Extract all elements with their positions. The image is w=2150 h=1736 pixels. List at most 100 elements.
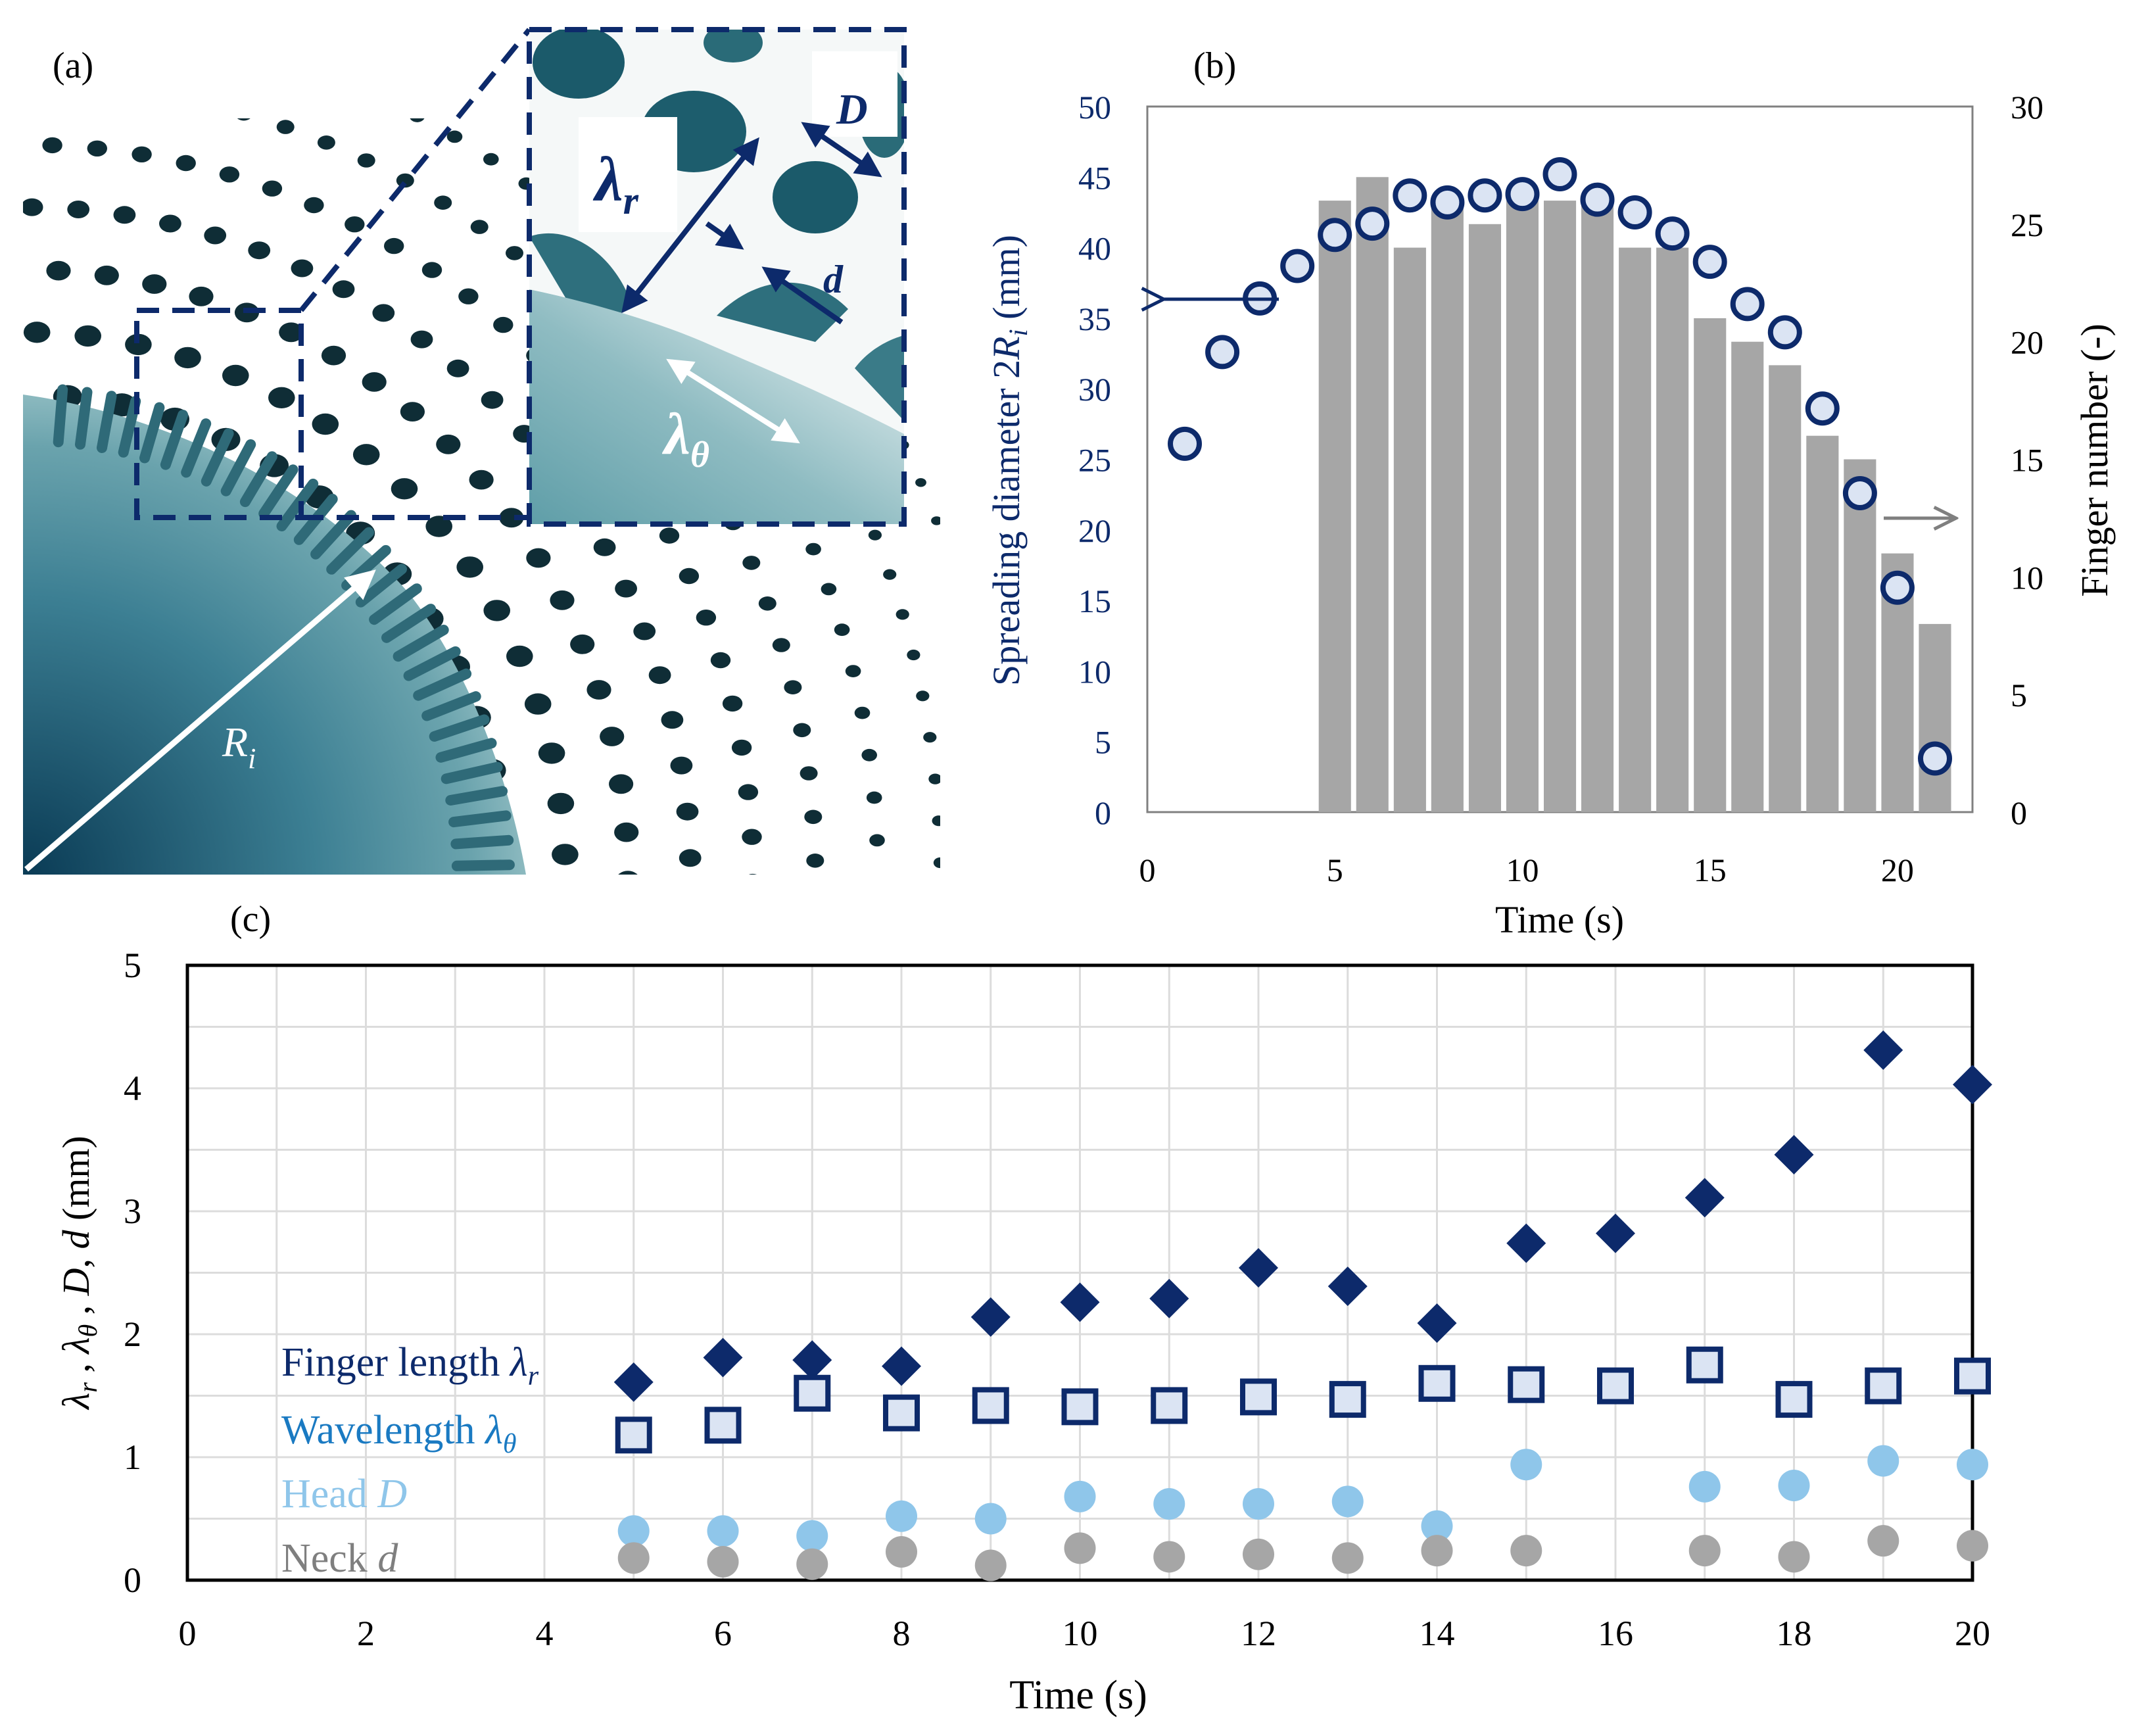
finger-head-dot — [436, 434, 461, 454]
finger — [220, 439, 256, 496]
finger-length-point — [1239, 1248, 1278, 1288]
x-tick-label-b: 5 — [1327, 852, 1343, 888]
finger-number-bar — [1581, 201, 1614, 813]
finger-head-dot — [410, 330, 433, 349]
finger-head-dot — [805, 542, 821, 556]
neck-point — [1421, 1535, 1453, 1567]
head-point — [707, 1515, 739, 1547]
finger-head-dot — [806, 854, 824, 868]
finger — [445, 786, 508, 806]
head-point — [1331, 1485, 1364, 1518]
finger-row — [53, 384, 515, 871]
finger-head-dot — [82, 16, 98, 29]
zoom-inset: λr D d λθ — [527, 27, 907, 527]
finger-number-bar — [1393, 247, 1426, 813]
x-axis-label-c: Time (s) — [1009, 1673, 1147, 1718]
neck-arrow-right — [761, 266, 844, 325]
neck-point — [886, 1535, 917, 1568]
y-tick-label-left: 0 — [1095, 794, 1111, 831]
head-point — [1867, 1445, 1899, 1477]
finger-head-dot — [586, 680, 611, 700]
finger-head-dot — [237, 118, 251, 121]
y-tick-label-c: 4 — [124, 1069, 141, 1108]
finger-head-dot — [352, 444, 380, 466]
neck-arrow-left — [705, 221, 744, 250]
finger-head-dot — [870, 877, 886, 890]
finger-head-dot — [400, 402, 425, 422]
finger-head-dot — [306, 0, 320, 10]
finger-head-dot — [291, 259, 314, 277]
x-tick-label-c: 0 — [179, 1614, 197, 1653]
finger-head-dot — [189, 286, 214, 306]
finger-number-bar — [1806, 435, 1839, 812]
y-tick-label-left: 5 — [1095, 724, 1111, 761]
finger-head-dot — [483, 153, 499, 166]
finger-number-bar — [1769, 365, 1802, 812]
finger — [435, 738, 497, 763]
spreading-diameter-point — [1692, 245, 1727, 279]
drop-film — [23, 395, 526, 875]
head-point — [1153, 1488, 1185, 1520]
finger-head-dot — [821, 583, 837, 596]
finger-head-dot — [506, 645, 533, 667]
finger-head-dot — [268, 387, 295, 408]
finger-length-point — [1774, 1134, 1814, 1174]
finger-head-dot — [251, 47, 266, 59]
x-tick-label-c: 10 — [1063, 1614, 1098, 1653]
legend-c: Finger length λr Wavelength λθ Head D Ne… — [281, 1340, 539, 1581]
legend-neck: Neck d — [281, 1536, 398, 1581]
finger-length-point — [703, 1338, 743, 1378]
finger — [53, 384, 68, 448]
finger-head-dot — [385, 30, 398, 40]
finger-head-dot — [845, 665, 861, 677]
finger-head-dot — [748, 873, 757, 875]
finger-head-dot — [570, 634, 595, 654]
finger-head-dot — [538, 742, 565, 764]
finger — [448, 810, 512, 828]
wavelength-point — [615, 1416, 652, 1454]
finger-head-dot — [866, 791, 882, 804]
finger-head-dot — [421, 262, 442, 278]
finger-head-dot — [868, 529, 882, 541]
finger-head-dot — [312, 413, 339, 435]
finger-head-dot — [772, 638, 790, 652]
finger-head-dot — [248, 241, 271, 260]
head-point — [886, 1500, 917, 1532]
y-axis-label-c: λr , λθ , D, d (mm) — [55, 1136, 103, 1410]
y-tick-label-left: 50 — [1078, 89, 1111, 126]
spreading-diameter-point — [1505, 177, 1540, 212]
finger-head-dot — [434, 195, 452, 210]
finger-head-dot — [39, 14, 55, 26]
finger-number-bar — [1431, 201, 1464, 813]
finger-head-dot — [23, 322, 51, 343]
wavelength-point — [1954, 1357, 1991, 1395]
finger-head-dot — [915, 478, 926, 487]
neck-point — [1957, 1530, 1988, 1562]
finger-length-point — [1327, 1266, 1368, 1307]
finger-head-dot — [931, 516, 940, 525]
neck-point — [707, 1545, 739, 1578]
measurement-points — [613, 1030, 1992, 1581]
neck-point — [1153, 1541, 1185, 1573]
finger-head-dot — [968, 635, 980, 643]
finger-head-dot — [332, 280, 355, 299]
head-point — [1778, 1470, 1810, 1502]
finger-head-dot — [722, 695, 743, 712]
y-axis-label-left: Spreading diameter 2Ri (mm) — [985, 235, 1033, 686]
finger-head-dot — [469, 470, 494, 490]
finger-head-dot — [550, 590, 575, 610]
finger-head-dot — [131, 146, 152, 162]
panel-c-label: (c) — [230, 899, 271, 940]
finger-head-dot — [499, 508, 524, 528]
finger-head-dot — [142, 274, 167, 294]
finger-head-dot — [742, 829, 762, 845]
finger-head-dot — [510, 23, 521, 32]
finger — [258, 464, 299, 519]
finger-head-dot — [661, 711, 684, 729]
y-tick-label-left: 30 — [1078, 371, 1111, 408]
y-tick-label-right: 20 — [2011, 324, 2043, 361]
neck-point — [1331, 1542, 1364, 1574]
finger-head-dot — [679, 849, 702, 867]
finger-head-dot — [758, 596, 776, 611]
spreading-diameter-points — [1168, 157, 1952, 776]
